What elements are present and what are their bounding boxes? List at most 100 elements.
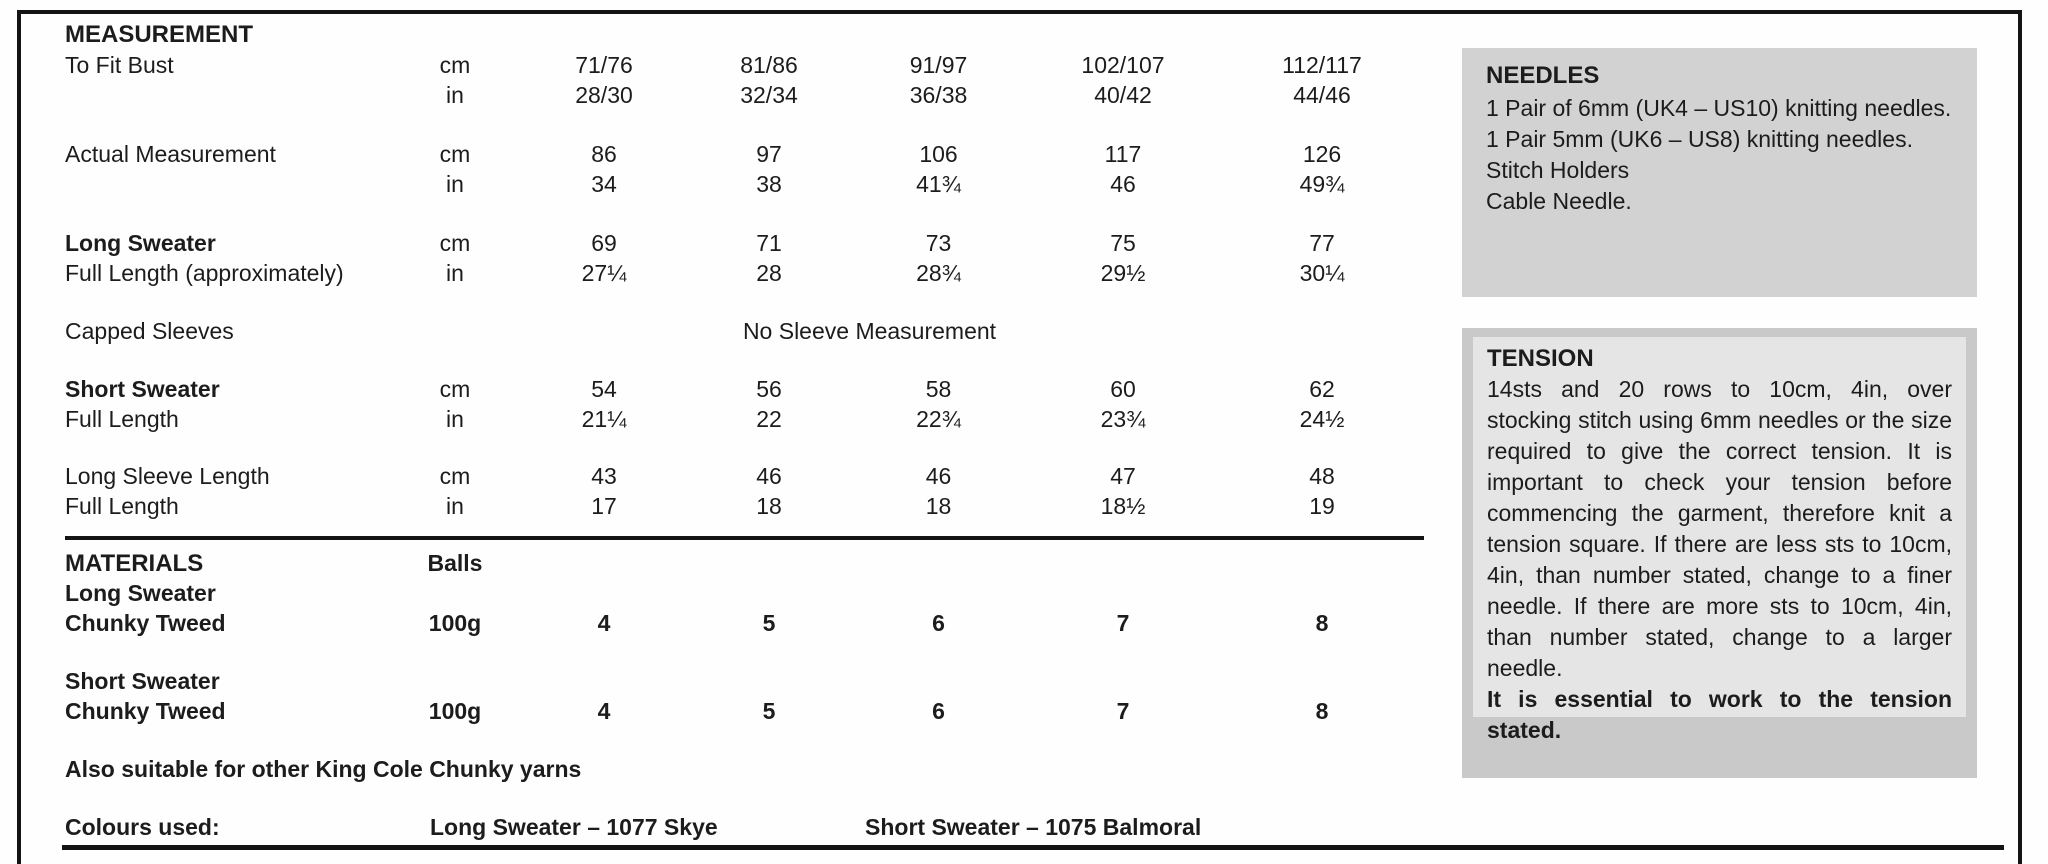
balls-cell: 7: [1116, 610, 1130, 636]
measurement-header-row: MEASUREMENT: [65, 20, 1425, 49]
table-row-longsweater-cm: Long Sweater cm 69 71 73 75 77: [65, 229, 1425, 258]
table-row-sleeve-in: Full Length in 17 18 18 18½ 19: [65, 492, 1425, 521]
value-cell: 97: [756, 141, 782, 167]
unit-cell: in: [446, 82, 464, 108]
row-label: Long Sweater: [65, 230, 216, 256]
value-cell: 28/30: [575, 82, 633, 108]
needles-item: Stitch Holders: [1486, 157, 1630, 183]
value-cell: 18½: [1100, 493, 1146, 519]
materials-item-values-row: Chunky Tweed 100g 4 5 6 7 8: [65, 609, 1425, 638]
unit-cell: cm: [439, 376, 471, 402]
tension-title: TENSION: [1487, 345, 1594, 372]
needles-item: Cable Needle.: [1486, 188, 1632, 214]
unit-cell: cm: [439, 230, 471, 256]
yarn-suitability-row: Also suitable for other King Cole Chunky…: [65, 755, 1425, 784]
value-cell: 23¾: [1100, 406, 1146, 432]
materials-divider-rule: [65, 536, 1424, 540]
value-cell: 18: [925, 493, 952, 519]
row-sublabel: Full Length (approximately): [65, 260, 344, 286]
value-cell: 36/38: [909, 82, 968, 108]
row-label: To Fit Bust: [65, 52, 174, 78]
unit-cell: cm: [439, 463, 471, 489]
value-cell: 56: [756, 376, 782, 402]
colour-long-sweater: Long Sweater – 1077 Skye: [430, 814, 718, 840]
balls-cell: 4: [597, 698, 611, 724]
garment-name: Short Sweater: [65, 668, 220, 694]
needles-item: 1 Pair 5mm (UK6 – US8) knitting needles.: [1486, 126, 1913, 152]
unit-cell: in: [446, 406, 464, 432]
balls-cell: 6: [932, 610, 945, 636]
balls-cell: 6: [932, 698, 945, 724]
value-cell: 71/76: [575, 52, 633, 78]
materials-item-name-row: Long Sweater: [65, 579, 1425, 608]
tension-body: 14sts and 20 rows to 10cm, 4in, over sto…: [1487, 376, 1952, 681]
value-cell: 75: [1110, 230, 1136, 256]
value-cell: 112/117: [1282, 52, 1362, 78]
yarn-name: Chunky Tweed: [65, 610, 226, 636]
value-cell: 49¾: [1299, 171, 1345, 197]
colours-used-row: Colours used: Long Sweater – 1077 Skye S…: [65, 814, 1425, 844]
needles-title: NEEDLES: [1486, 62, 1600, 89]
value-cell: 126: [1302, 141, 1342, 167]
value-cell: 60: [1110, 376, 1136, 402]
measurement-title: MEASUREMENT: [65, 21, 254, 48]
unit-cell: in: [446, 260, 464, 286]
value-cell: 54: [591, 376, 617, 402]
row-label: Long Sleeve Length: [65, 463, 270, 489]
value-cell: 21¼: [581, 406, 627, 432]
materials-title: MATERIALS: [65, 550, 204, 577]
value-cell: 46: [756, 463, 782, 489]
value-cell: 86: [591, 141, 617, 167]
value-cell: 40/42: [1094, 82, 1152, 108]
yarn-suitability-note: Also suitable for other King Cole Chunky…: [65, 756, 582, 782]
value-cell: 28: [756, 260, 782, 286]
value-cell: 34: [591, 171, 617, 197]
table-row-capped-sleeves: Capped Sleeves No Sleeve Measurement: [65, 317, 1425, 346]
value-cell: 22: [756, 406, 782, 432]
table-row-tofit-cm: To Fit Bust cm 71/76 81/86 91/97 102/107…: [65, 51, 1425, 80]
value-cell: 48: [1309, 463, 1335, 489]
table-row-longsweater-in: Full Length (approximately) in 27¼ 28 28…: [65, 259, 1425, 288]
yarn-name: Chunky Tweed: [65, 698, 226, 724]
tension-box: TENSION 14sts and 20 rows to 10cm, 4in, …: [1462, 328, 1977, 778]
value-cell: 19: [1309, 493, 1335, 519]
balls-cell: 8: [1315, 610, 1329, 636]
balls-cell: 8: [1315, 698, 1329, 724]
value-cell: 106: [919, 141, 958, 167]
table-row-actual-cm: Actual Measurement cm 86 97 106 117 126: [65, 140, 1425, 169]
ball-size: 100g: [428, 698, 482, 724]
value-cell: 81/86: [740, 52, 798, 78]
value-cell: 62: [1309, 376, 1335, 402]
colour-short-sweater: Short Sweater – 1075 Balmoral: [865, 814, 1202, 840]
row-sublabel: Full Length: [65, 406, 179, 432]
value-cell: 46: [1110, 171, 1136, 197]
value-cell: 28¾: [916, 260, 961, 286]
balls-cell: 7: [1116, 698, 1130, 724]
ball-size: 100g: [428, 610, 482, 636]
value-cell: 46: [925, 463, 952, 489]
table-row-shortsweater-in: Full Length in 21¼ 22 22¾ 23¾ 24½: [65, 405, 1425, 434]
value-cell: 91/97: [909, 52, 968, 78]
materials-item-values-row: Chunky Tweed 100g 4 5 6 7 8: [65, 697, 1425, 726]
materials-header-row: MATERIALS Balls: [65, 549, 1425, 578]
value-cell: 77: [1309, 230, 1335, 256]
garment-name: Long Sweater: [65, 580, 216, 606]
value-cell: 71: [756, 230, 782, 256]
unit-cell: in: [446, 171, 464, 197]
page-border-left: [17, 10, 21, 864]
table-row-tofit-in: in 28/30 32/34 36/38 40/42 44/46: [65, 81, 1425, 110]
value-cell: 29½: [1100, 260, 1146, 286]
page-border-top: [17, 10, 2022, 14]
value-cell: 32/34: [740, 82, 798, 108]
tension-inner-panel: TENSION 14sts and 20 rows to 10cm, 4in, …: [1473, 337, 1966, 743]
row-label: Short Sweater: [65, 376, 220, 402]
balls-cell: 5: [762, 610, 776, 636]
value-cell: 27¼: [581, 260, 627, 286]
balls-cell: 4: [597, 610, 611, 636]
needles-box: NEEDLES 1 Pair of 6mm (UK4 – US10) knitt…: [1462, 48, 1977, 297]
unit-cell: cm: [439, 141, 471, 167]
value-cell: 44/46: [1293, 82, 1351, 108]
value-cell: 38: [756, 171, 782, 197]
row-label: Capped Sleeves: [65, 318, 234, 344]
